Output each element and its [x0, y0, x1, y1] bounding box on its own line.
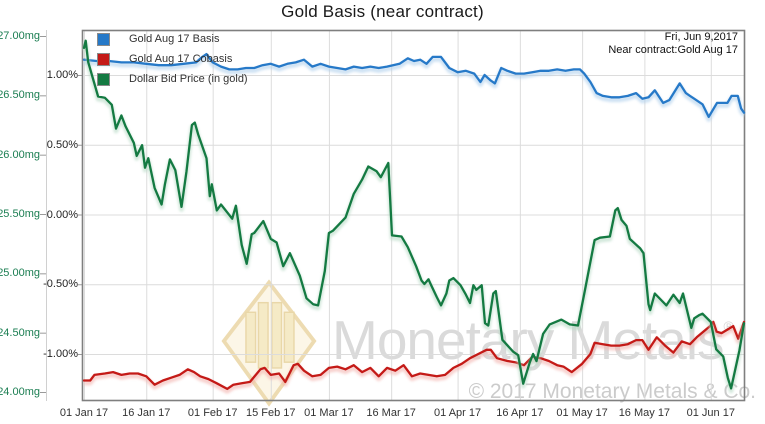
x-axis-date-label: 16 May 17 [618, 407, 671, 419]
legend-label: Dollar Bid Price (in gold) [129, 73, 248, 85]
y-axis-pct-label: 1.00% [46, 69, 78, 81]
logo-bar [245, 311, 257, 363]
x-axis-date-label: 16 Apr 17 [496, 407, 544, 419]
chart-title: Gold Basis (near contract) [281, 2, 484, 21]
plot-annotation: Fri, Jun 9,2017 Near contract:Gold Aug 1… [608, 31, 738, 57]
legend-label: Gold Aug 17 Cobasis [129, 53, 233, 65]
y-axis-pct-label: 0.00% [46, 208, 78, 221]
annotation-contract: Near contract:Gold Aug 17 [608, 44, 738, 56]
logo-bar [271, 301, 283, 369]
y-axis-pct-label: 0.50% [46, 138, 78, 151]
plot-border [81, 29, 746, 402]
x-axis-date-label: 01 May 17 [556, 407, 608, 419]
y-axis-mg-label: 24.00mg [0, 386, 40, 398]
annotation-date: Fri, Jun 9,2017 [664, 31, 738, 43]
registered-mark: ® [723, 318, 734, 334]
x-axis-date-label: 01 Jun 17 [686, 407, 735, 419]
legend-item-dollar-bid-price-in-gold-[interactable]: Dollar Bid Price (in gold) [97, 69, 248, 89]
logo-bar [283, 311, 295, 363]
legend-swatch [97, 72, 110, 86]
x-axis-date-label: 01 Mar 17 [304, 407, 354, 419]
y-axis-mg-label: 24.50mg [0, 326, 40, 339]
legend-swatch [97, 32, 110, 46]
y-axis-mg-label: 26.50mg [0, 89, 40, 102]
copyright-watermark: © 2017 Monetary Metals & Co. [468, 380, 756, 403]
legend-label: Gold Aug 17 Basis [129, 33, 220, 45]
y-axis-pct-label: -1.00% [43, 348, 78, 360]
y-axis-mg-label: 25.00mg [0, 267, 40, 280]
x-axis-date-label: 16 Mar 17 [366, 407, 416, 419]
x-axis-date-label: 01 Jan 17 [59, 407, 109, 419]
y-axis-mg-label: 27.00mg [0, 30, 40, 42]
legend-item-gold-aug-17-basis[interactable]: Gold Aug 17 Basis [97, 29, 248, 49]
legend-item-gold-aug-17-cobasis[interactable]: Gold Aug 17 Cobasis [97, 49, 248, 69]
series-glow-gold-aug-17-cobasis [84, 322, 746, 394]
series-glow-gold-aug-17-basis [83, 54, 746, 122]
x-axis-date-label: 01 Feb 17 [187, 407, 238, 419]
x-axis-date-label: 16 Jan 17 [122, 407, 171, 419]
x-axis-date-label: 01 Apr 17 [434, 407, 482, 419]
series-line-dollar-bid-price-in-gold- [82, 39, 746, 390]
y-axis-mg-label: 25.50mg [0, 208, 40, 220]
legend: Gold Aug 17 Basis Gold Aug 17 Cobasis Doll… [97, 29, 248, 89]
y-axis-mg-label: 26.00mg [0, 148, 40, 161]
legend-swatch [97, 52, 110, 66]
series-line-gold-aug-17-basis [82, 52, 746, 119]
y-axis-pct-label: -0.50% [43, 278, 78, 291]
series-line-gold-aug-17-cobasis [82, 320, 746, 391]
x-axis-date-label: 15 Feb 17 [246, 407, 296, 419]
